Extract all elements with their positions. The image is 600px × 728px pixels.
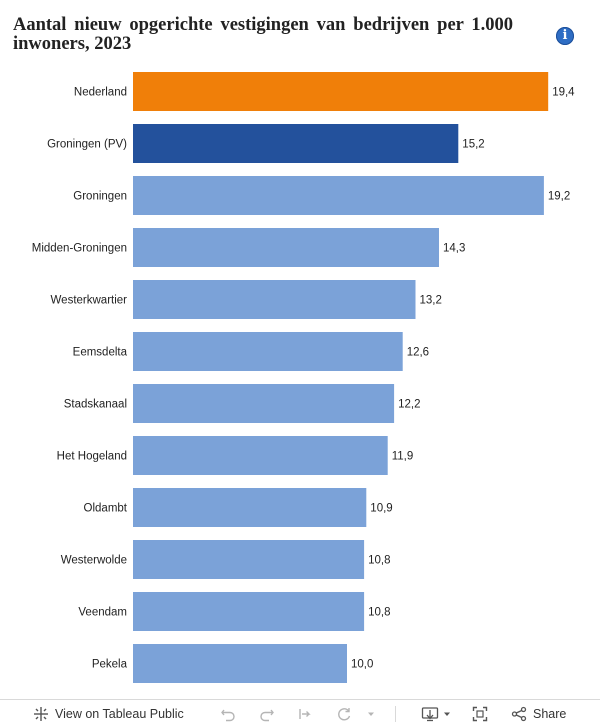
refresh-icon [338,708,351,721]
bar[interactable] [133,384,395,423]
data-label: 10,8 [368,607,390,619]
tableau-logo-icon [34,707,48,721]
bar[interactable] [133,332,403,371]
bar[interactable] [133,72,549,111]
data-label: 10,8 [368,555,390,567]
category-label: Pekela [92,659,128,671]
data-label: 14,3 [443,243,465,255]
download-icon [421,707,439,722]
share-button[interactable]: Share [511,700,566,728]
undo-button[interactable] [220,700,236,728]
bar[interactable] [133,644,347,683]
share-icon [511,706,527,722]
category-label: Groningen (PV) [47,139,127,151]
bar[interactable] [133,436,388,475]
category-label: Westerkwartier [51,295,128,307]
bar[interactable] [133,488,367,527]
view-on-tableau-public-label: View on Tableau Public [55,707,184,721]
info-icon[interactable]: i [556,27,574,45]
bar[interactable] [133,592,365,631]
view-on-tableau-public-link[interactable]: View on Tableau Public [33,700,184,728]
category-label: Stadskanaal [64,399,127,411]
category-label: Groningen [73,191,127,203]
category-label: Nederland [74,87,127,99]
bar[interactable] [133,176,544,215]
caret-down-icon [368,712,374,716]
revert-button[interactable] [297,700,313,728]
data-label: 19,4 [552,87,575,99]
bar[interactable] [133,124,459,163]
category-label: Eemsdelta [73,347,128,359]
refresh-dropdown-button[interactable] [366,700,376,728]
download-button[interactable] [421,700,452,728]
bar[interactable] [133,280,416,319]
data-label: 11,9 [392,451,414,463]
fullscreen-icon [472,706,488,722]
bar[interactable] [133,540,365,579]
chart-title: Aantal nieuw opgerichte vestigingen van … [13,15,513,54]
bar-chart: Nederland 19,4 Groningen (PV) 15,2 Groningen… [32,72,575,683]
data-label: 12,2 [398,399,420,411]
category-label: Veendam [78,607,127,619]
data-label: 10,9 [370,503,392,515]
tableau-toolbar: View on Tableau Public [0,699,600,728]
refresh-button[interactable] [336,700,352,728]
category-label: Midden-Groningen [32,243,127,255]
data-label: 19,2 [548,191,570,203]
data-label: 12,6 [407,347,429,359]
bar[interactable] [133,228,439,267]
category-label: Westerwolde [61,555,127,567]
caret-down-icon [444,712,450,716]
category-label: Oldambt [84,503,128,515]
toolbar-divider [395,706,396,722]
data-label: 13,2 [420,295,442,307]
undo-icon [221,709,235,722]
category-label: Het Hogeland [57,451,127,463]
redo-button[interactable] [259,700,275,728]
data-label: 10,0 [351,659,373,671]
revert-icon [299,709,311,719]
data-label: 15,2 [462,139,484,151]
fullscreen-button[interactable] [472,700,488,728]
redo-icon [260,709,274,722]
share-label: Share [533,707,567,721]
